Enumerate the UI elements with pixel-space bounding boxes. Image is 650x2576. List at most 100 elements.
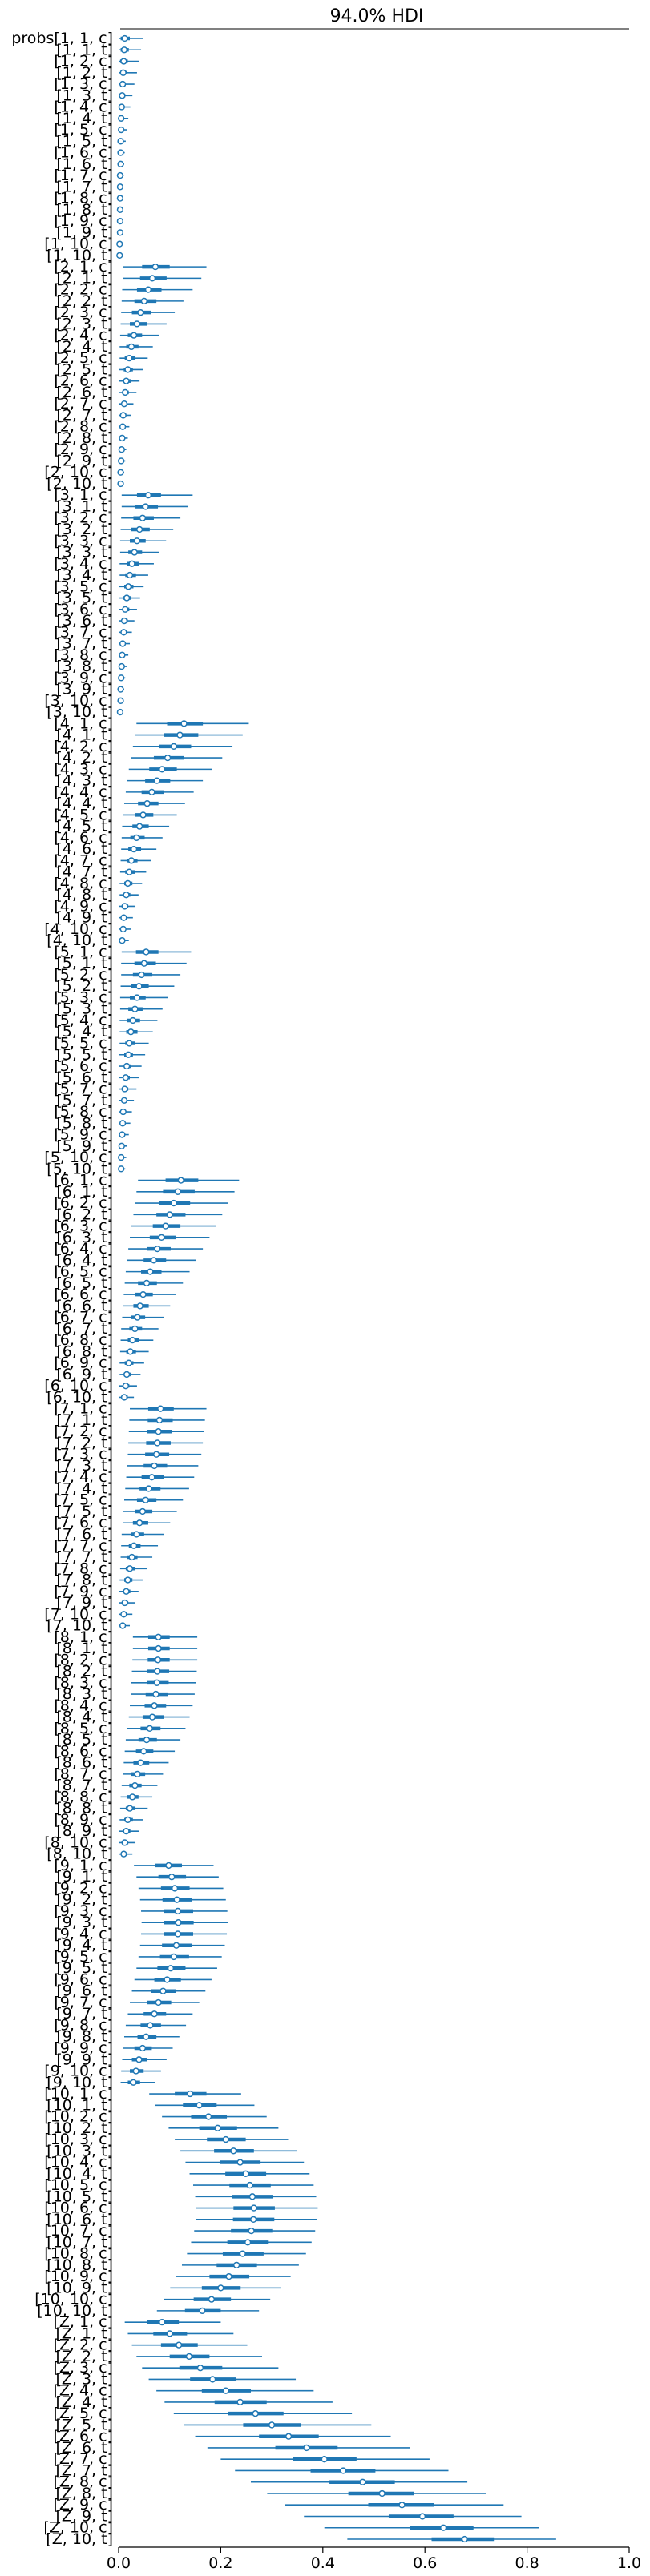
interval-row — [119, 617, 135, 625]
interval-row — [118, 1165, 126, 1173]
y-tick-label: [1, 10, t] — [46, 247, 113, 264]
interval-row — [118, 126, 127, 134]
interval-row — [121, 948, 192, 956]
interval-row — [126, 1474, 195, 1481]
y-tick-label: [3, 2, c] — [54, 509, 113, 527]
median-point — [148, 788, 155, 796]
interval-row — [120, 983, 175, 990]
y-tick-label: [5, 9, c] — [54, 1126, 113, 1144]
y-tick-label: [6, 5, t] — [56, 1274, 113, 1292]
y-tick-label: [3, 7, c] — [54, 623, 113, 641]
median-point — [154, 1656, 162, 1664]
y-tick-label: [7, 9, t] — [56, 1594, 113, 1612]
interval-row — [119, 583, 144, 590]
median-point — [162, 1222, 169, 1230]
y-tick-label: [1, 9, c] — [54, 212, 113, 230]
median-point — [120, 1394, 128, 1401]
y-tick-label: [7, 7, c] — [54, 1537, 113, 1555]
median-point — [147, 1268, 154, 1275]
median-point — [146, 1725, 154, 1732]
median-point — [246, 2181, 253, 2189]
interval-row — [194, 2227, 316, 2235]
median-point — [239, 2250, 246, 2257]
interval-row — [127, 2330, 234, 2337]
median-point — [116, 171, 124, 179]
median-point — [135, 983, 143, 990]
y-tick-label: [9, 2, t] — [56, 1891, 113, 1909]
x-tick-label: 0.0 — [107, 2554, 131, 2572]
median-point — [130, 332, 138, 339]
median-point — [126, 1565, 134, 1572]
median-point — [135, 2056, 143, 2063]
y-tick-label: [2, 7, t] — [56, 406, 113, 424]
median-point — [129, 1337, 136, 1344]
y-tick-label: [8, 2, t] — [56, 1663, 113, 1680]
median-point — [359, 2478, 366, 2485]
interval-row — [128, 1439, 204, 1447]
interval-row — [119, 1085, 137, 1093]
interval-row — [139, 1896, 226, 1903]
y-tick-label: [8, 10, t] — [46, 1845, 113, 1863]
interval-row — [250, 2478, 468, 2485]
y-tick-label: [3, 6, c] — [54, 601, 113, 618]
median-point — [145, 1485, 152, 1492]
y-tick-label: [8, 3, t] — [56, 1685, 113, 1703]
y-tick-label: [5, 4, t] — [56, 1023, 113, 1040]
interval-row — [119, 1028, 153, 1036]
y-tick-label: [1, 4, t] — [56, 110, 113, 127]
median-point — [418, 2513, 426, 2520]
y-tick-label: [6, 3, t] — [56, 1229, 113, 1246]
median-point — [159, 1987, 167, 1994]
median-point — [140, 1748, 147, 1755]
interval-row — [122, 823, 170, 830]
median-point — [120, 46, 128, 54]
y-tick-label: [Z, 8, t] — [55, 2485, 113, 2502]
interval-row — [119, 925, 131, 933]
y-tick-label: [4, 1, t] — [56, 727, 113, 744]
median-point — [117, 480, 124, 488]
y-tick-label: [5, 5, c] — [54, 1035, 113, 1053]
y-tick-label: [7, 4, c] — [54, 1468, 113, 1486]
median-point — [116, 217, 124, 225]
y-tick-label: [7, 4, t] — [56, 1479, 113, 1497]
interval-row — [119, 412, 131, 419]
y-tick-label: [Z, 2, c] — [53, 2337, 113, 2354]
interval-row — [120, 2079, 155, 2086]
y-tick-label: [5, 10, c] — [44, 1149, 113, 1166]
chart-title: 94.0% HDI — [330, 6, 424, 26]
interval-row — [130, 1234, 210, 1241]
median-point — [133, 320, 141, 328]
interval-row — [123, 1507, 177, 1515]
median-point — [175, 1919, 182, 1926]
interval-row — [119, 914, 133, 921]
interval-row — [124, 1279, 184, 1287]
y-tick-label: [1, 7, c] — [54, 167, 113, 184]
y-tick-label: [7, 5, t] — [56, 1503, 113, 1520]
y-tick-label: [9, 8, t] — [56, 2028, 113, 2046]
y-tick-label: [8, 4, t] — [56, 1709, 113, 1726]
median-point — [164, 754, 172, 762]
y-tick-label: [9, 3, t] — [56, 1914, 113, 1931]
y-tick-label: [2, 6, c] — [54, 372, 113, 390]
interval-row — [120, 857, 151, 864]
y-tick-label: [10, 5, t] — [46, 2188, 113, 2205]
interval-row — [119, 366, 143, 373]
interval-row — [121, 514, 181, 521]
median-point — [180, 720, 188, 727]
y-tick-label: [10, 4, c] — [44, 2154, 113, 2171]
interval-row — [136, 720, 249, 727]
median-point — [130, 846, 138, 853]
interval-row — [116, 206, 124, 213]
interval-row — [189, 2170, 310, 2177]
interval-row — [127, 1451, 202, 1458]
y-tick-label: [2, 7, c] — [54, 395, 113, 413]
interval-row — [117, 138, 126, 145]
median-point — [209, 2376, 216, 2383]
median-point — [461, 2535, 469, 2543]
median-point — [398, 2502, 406, 2509]
interval-row — [119, 868, 147, 875]
median-point — [127, 1348, 134, 1355]
median-point — [123, 377, 130, 384]
median-point — [121, 1085, 128, 1093]
